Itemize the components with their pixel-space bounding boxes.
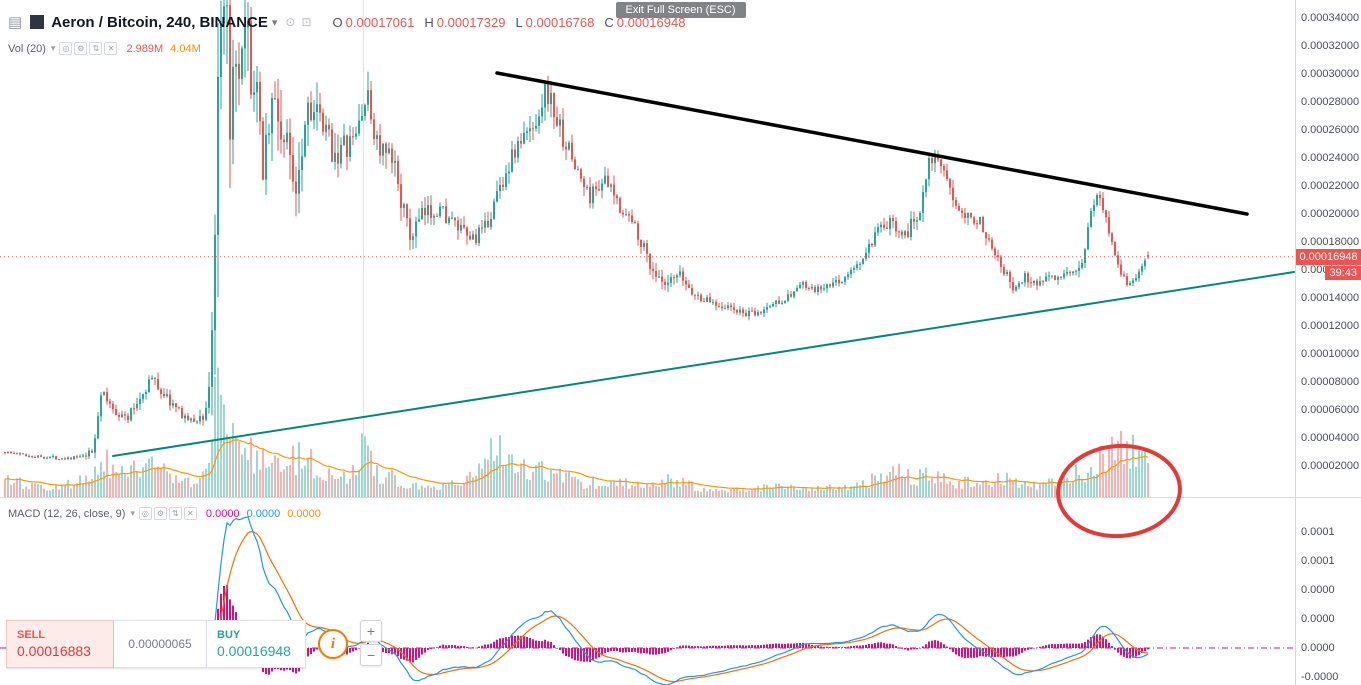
- gear-icon[interactable]: ⚙: [74, 42, 88, 55]
- close-icon[interactable]: ✕: [104, 42, 118, 55]
- price-axis-label: 0.00026000: [1301, 124, 1360, 136]
- ohlc-readout: O 0.00017061 H 0.00017329 L 0.00016768 C 0.0…: [323, 15, 686, 30]
- macd-line-value: 0.0000: [246, 507, 281, 520]
- macd-axis[interactable]: 0.0001 0.0001 0.0000 0.0000 0.0000 -0.0000: [1296, 497, 1361, 685]
- price-axis-label: 0.00028000: [1301, 96, 1360, 108]
- price-axis-label: 0.00004000: [1301, 432, 1360, 444]
- symbol-logo-icon: [30, 15, 45, 29]
- macd-axis-label: 0.0000: [1301, 613, 1335, 625]
- move-icon[interactable]: ⇅: [168, 507, 182, 520]
- macd-signal-value: 0.0000: [287, 507, 321, 520]
- trade-panel: SELL 0.00016883 0.00000065 BUY 0.0001694…: [6, 620, 382, 668]
- macd-histogram-value: 0.0000: [205, 507, 240, 520]
- macd-axis-label: 0.0001: [1301, 526, 1335, 538]
- close-value: 0.00016948: [616, 14, 686, 30]
- current-price-badge: 0.00016948: [1296, 249, 1361, 265]
- bar-countdown-badge: 39:43: [1325, 266, 1361, 280]
- main-pane: [0, 0, 1295, 497]
- candles-layer: [4, 0, 1149, 461]
- volume-ma-line: [4, 439, 1149, 490]
- price-axis-label: 0.00032000: [1301, 40, 1360, 52]
- price-axis-label: 0.00006000: [1301, 404, 1360, 416]
- spread-text: 0.00000065: [128, 637, 192, 651]
- zoom-controls: + −: [360, 620, 382, 666]
- trendline-ascending-support[interactable]: [112, 271, 1295, 457]
- price-axis-label: 0.00020000: [1301, 208, 1360, 220]
- price-axis-label: 0.00008000: [1301, 376, 1360, 388]
- price-axis-label: 0.00024000: [1301, 152, 1360, 164]
- volume-indicator-row: Vol (20) ▾ ◎ ⚙ ⇅ ✕ 2.989M 4.04M: [8, 41, 201, 56]
- series-settings-icon[interactable]: ⊡: [301, 15, 312, 29]
- price-axis-label: 0.00010000: [1301, 348, 1360, 360]
- zoom-out-button[interactable]: −: [360, 644, 382, 666]
- symbol-title[interactable]: Aeron / Bitcoin, 240, BINANCE: [51, 13, 268, 31]
- price-axis-label: 0.00022000: [1301, 180, 1360, 192]
- layout-icon[interactable]: ▤: [8, 14, 23, 31]
- low-value: 0.00016768: [525, 14, 595, 30]
- volume-value: 2.989M: [126, 42, 164, 55]
- exit-fullscreen-tooltip: Exit Full Screen (ESC): [615, 2, 746, 18]
- buy-label: BUY: [217, 629, 241, 641]
- price-axis-label: 0.00018000: [1301, 236, 1360, 248]
- macd-axis-label: -0.0000: [1301, 671, 1339, 683]
- chevron-down-icon[interactable]: ▾: [50, 43, 56, 53]
- chevron-down-icon[interactable]: ▾: [130, 508, 135, 518]
- volume-layer: [4, 367, 1149, 497]
- macd-axis-label: 0.0001: [1301, 555, 1335, 567]
- gear-icon[interactable]: ⚙: [153, 507, 167, 520]
- annotation-ellipse[interactable]: [1055, 442, 1183, 540]
- eye-icon[interactable]: ◎: [138, 507, 152, 520]
- macd-indicator-label[interactable]: MACD (12, 26, close, 9): [8, 507, 126, 520]
- open-label: O: [332, 14, 343, 30]
- series-eye-icon[interactable]: ⊙: [285, 15, 296, 29]
- close-label: C: [604, 14, 614, 30]
- price-axis-label: 0.00012000: [1301, 320, 1360, 332]
- sell-price: 0.00016883: [17, 643, 91, 659]
- open-value: 0.00017061: [345, 14, 415, 30]
- sell-button[interactable]: SELL 0.00016883: [6, 620, 114, 668]
- macd-indicator-row: MACD (12, 26, close, 9) ▾ ◎ ⚙ ⇅ ✕ 0.0000…: [8, 506, 321, 521]
- macd-axis-label: 0.0000: [1301, 642, 1335, 654]
- price-axis-label: 0.00030000: [1301, 68, 1360, 80]
- low-label: L: [515, 14, 523, 30]
- trendline-descending-resistance[interactable]: [495, 71, 1249, 216]
- sell-label: SELL: [17, 629, 46, 641]
- move-icon[interactable]: ⇅: [89, 42, 103, 55]
- price-axis-label: 0.00034000: [1301, 12, 1360, 24]
- price-axis-label: 0.00014000: [1301, 292, 1360, 304]
- eye-icon[interactable]: ◎: [59, 42, 73, 55]
- chevron-down-icon[interactable]: ▾: [271, 16, 278, 29]
- price-axis[interactable]: 0.00034000 0.00032000 0.00030000 0.00028000…: [1296, 0, 1361, 685]
- volume-indicator-label[interactable]: Vol (20): [8, 42, 46, 55]
- high-value: 0.00017329: [436, 14, 506, 30]
- spread-value: 0.00000065: [114, 620, 206, 668]
- close-icon[interactable]: ✕: [183, 507, 197, 520]
- buy-price: 0.00016948: [217, 643, 291, 659]
- price-axis-label: 0.00002000: [1301, 460, 1360, 472]
- buy-button[interactable]: BUY 0.00016948: [206, 620, 306, 668]
- info-icon[interactable]: i: [318, 629, 348, 659]
- macd-axis-label: 0.0000: [1301, 584, 1335, 596]
- zoom-in-button[interactable]: +: [360, 620, 382, 642]
- high-label: H: [424, 14, 434, 30]
- volume-ma-value: 4.04M: [170, 42, 201, 55]
